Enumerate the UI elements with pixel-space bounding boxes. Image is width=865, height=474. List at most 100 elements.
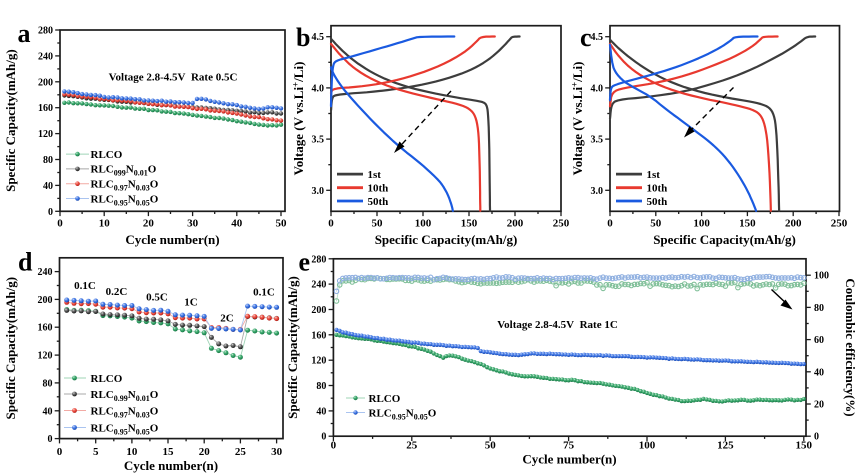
svg-text:40: 40 [231, 218, 243, 230]
svg-text:100: 100 [639, 440, 656, 452]
svg-text:Specific Capacity(mAh/g): Specific Capacity(mAh/g) [653, 232, 796, 247]
svg-text:5: 5 [93, 446, 99, 458]
svg-text:80: 80 [43, 378, 53, 389]
svg-text:200: 200 [507, 218, 524, 230]
svg-text:RLC0.95N0.05O: RLC0.95N0.05O [369, 407, 437, 421]
svg-text:150: 150 [796, 440, 813, 452]
svg-text:80: 80 [814, 303, 824, 314]
svg-text:3.0: 3.0 [591, 186, 604, 197]
svg-text:20: 20 [814, 400, 824, 411]
svg-text:50th: 50th [368, 196, 389, 208]
svg-text:120: 120 [38, 351, 53, 362]
svg-text:Cycle number(n): Cycle number(n) [522, 452, 616, 467]
svg-text:0: 0 [48, 434, 53, 445]
svg-text:50: 50 [650, 218, 662, 230]
svg-text:120: 120 [311, 356, 326, 367]
svg-text:280: 280 [311, 254, 326, 265]
svg-text:0: 0 [321, 432, 326, 443]
svg-text:Specific Capacity(mAh/g): Specific Capacity(mAh/g) [3, 277, 18, 420]
svg-text:75: 75 [563, 440, 575, 452]
svg-text:3.0: 3.0 [312, 186, 325, 197]
svg-text:240: 240 [38, 267, 53, 278]
svg-text:0.2C: 0.2C [106, 286, 128, 298]
svg-text:160: 160 [38, 323, 53, 334]
svg-text:0: 0 [57, 218, 63, 230]
svg-text:280: 280 [38, 26, 53, 37]
svg-text:10: 10 [99, 218, 111, 230]
svg-text:50: 50 [485, 440, 497, 452]
svg-text:0: 0 [814, 432, 819, 443]
svg-text:0.5C: 0.5C [146, 292, 168, 304]
svg-text:Specific Capacity(mAh/g): Specific Capacity(mAh/g) [285, 276, 300, 419]
svg-text:Cycle number(n): Cycle number(n) [125, 232, 219, 247]
svg-text:240: 240 [311, 280, 326, 291]
svg-text:160: 160 [311, 330, 326, 341]
svg-text:Cycle number(n): Cycle number(n) [124, 458, 218, 473]
svg-text:e: e [299, 248, 311, 277]
svg-text:RLCO: RLCO [91, 373, 123, 385]
svg-text:0: 0 [57, 446, 63, 458]
svg-text:4.0: 4.0 [312, 83, 325, 94]
svg-text:Voltage (V vs.Li+/Li): Voltage (V vs.Li+/Li) [570, 62, 586, 176]
svg-text:0: 0 [48, 207, 53, 218]
svg-text:120: 120 [38, 129, 53, 140]
svg-text:b: b [296, 23, 310, 52]
svg-text:4.5: 4.5 [312, 32, 325, 43]
svg-text:50: 50 [276, 218, 288, 230]
svg-text:150: 150 [739, 218, 756, 230]
svg-text:0: 0 [331, 440, 337, 452]
svg-text:1st: 1st [647, 169, 661, 181]
svg-text:80: 80 [316, 381, 326, 392]
svg-text:1st: 1st [368, 169, 382, 181]
svg-text:RLC0.95N0.05O: RLC0.95N0.05O [91, 193, 159, 207]
svg-text:200: 200 [38, 77, 53, 88]
svg-text:200: 200 [785, 218, 802, 230]
svg-text:100: 100 [693, 218, 710, 230]
svg-text:150: 150 [461, 218, 478, 230]
svg-text:RLC0.95N0.05O: RLC0.95N0.05O [91, 422, 159, 436]
svg-text:50: 50 [372, 218, 384, 230]
svg-text:0.1C: 0.1C [74, 280, 96, 292]
svg-text:200: 200 [311, 305, 326, 316]
svg-text:20: 20 [199, 446, 211, 458]
svg-text:Voltage 2.8-4.5V Rate 0.5C: Voltage 2.8-4.5V Rate 0.5C [109, 72, 238, 84]
svg-text:30: 30 [271, 446, 283, 458]
svg-text:100: 100 [814, 271, 829, 282]
svg-text:240: 240 [38, 51, 53, 62]
svg-text:RLC099N0.01O: RLC099N0.01O [91, 164, 157, 178]
svg-text:25: 25 [235, 446, 247, 458]
svg-text:Voltage (V vs.Li+/Li): Voltage (V vs.Li+/Li) [291, 62, 307, 176]
svg-text:80: 80 [43, 155, 53, 166]
svg-text:100: 100 [415, 218, 432, 230]
svg-text:RLC0.99N0.01O: RLC0.99N0.01O [91, 389, 159, 403]
svg-text:40: 40 [814, 367, 824, 378]
svg-text:3.5: 3.5 [312, 135, 325, 146]
svg-text:40: 40 [43, 406, 53, 417]
svg-text:3.5: 3.5 [591, 135, 604, 146]
svg-text:40: 40 [43, 181, 53, 192]
svg-text:RLCO: RLCO [91, 149, 123, 161]
svg-text:2C: 2C [220, 313, 234, 325]
svg-text:60: 60 [814, 335, 824, 346]
svg-text:10: 10 [126, 446, 138, 458]
svg-text:RLCO: RLCO [369, 393, 401, 405]
svg-text:125: 125 [717, 440, 734, 452]
svg-text:Specific Capacity(mAh/g): Specific Capacity(mAh/g) [3, 49, 18, 192]
svg-text:200: 200 [38, 295, 53, 306]
svg-text:50th: 50th [647, 196, 668, 208]
svg-text:250: 250 [831, 218, 848, 230]
svg-text:30: 30 [187, 218, 199, 230]
svg-text:10th: 10th [368, 183, 389, 195]
svg-text:a: a [18, 19, 31, 48]
svg-text:250: 250 [553, 218, 570, 230]
svg-text:Voltage 2.8-4.5V Rate 1C: Voltage 2.8-4.5V Rate 1C [497, 319, 618, 331]
svg-text:RLC0.97N0.03O: RLC0.97N0.03O [91, 405, 159, 419]
svg-text:10th: 10th [647, 183, 668, 195]
svg-text:c: c [580, 23, 592, 52]
svg-text:0: 0 [607, 218, 613, 230]
svg-text:20: 20 [143, 218, 155, 230]
svg-text:Coulombic efficiency(%): Coulombic efficiency(%) [843, 278, 858, 416]
svg-text:d: d [18, 248, 33, 277]
svg-text:25: 25 [406, 440, 418, 452]
svg-text:Specific Capacity(mAh/g): Specific Capacity(mAh/g) [375, 232, 518, 247]
